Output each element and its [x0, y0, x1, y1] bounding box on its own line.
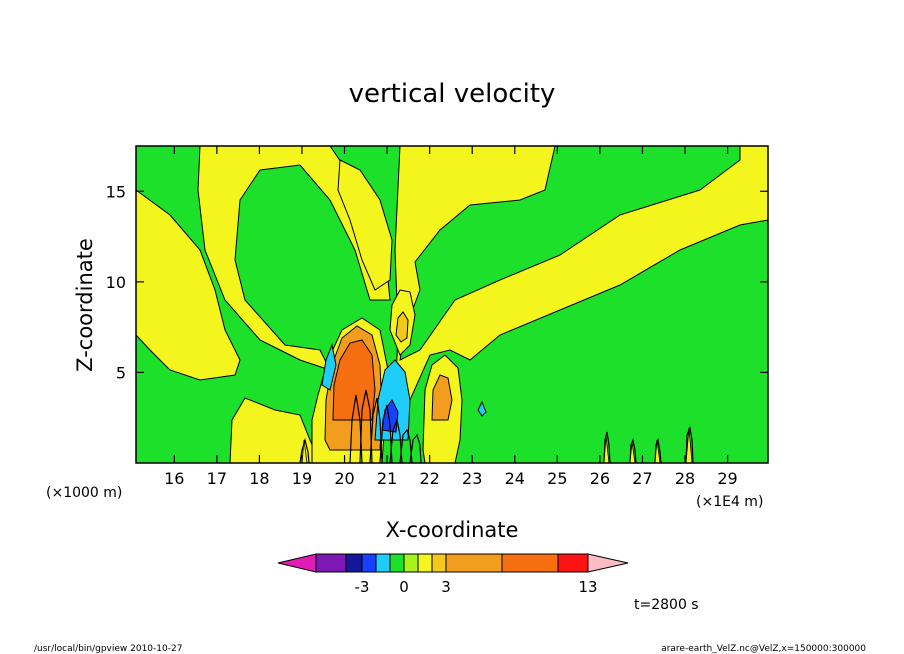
- time-label: t=2800 s: [634, 597, 699, 613]
- colorbar-tick-label: 13: [578, 578, 597, 596]
- x-tick-label: 22: [419, 469, 439, 488]
- x-tick-label: 17: [207, 469, 227, 488]
- contour-orange-east: [431, 374, 453, 421]
- x-scale-note: (×1E4 m): [696, 494, 763, 510]
- colorbar-swatch: [375, 553, 391, 573]
- x-tick-label: 25: [547, 469, 567, 488]
- colorbar-swatch: [361, 553, 377, 573]
- colorbar-swatch: [315, 553, 347, 573]
- x-tick-label: 19: [292, 469, 312, 488]
- x-axis-label: X-coordinate: [386, 518, 519, 542]
- footer-right: arare-earth_VelZ.nc@VelZ,x=150000:300000: [661, 644, 866, 654]
- colorbar-tick-label: 3: [441, 578, 451, 596]
- footer-left: /usr/local/bin/gpview 2010-10-27: [34, 644, 182, 654]
- colorbar-swatch: [445, 553, 503, 573]
- y-scale-note: (×1000 m): [46, 485, 122, 501]
- colorbar-swatch: [557, 553, 589, 573]
- y-tick-label: 15: [106, 182, 126, 201]
- colorbar-tick-label: 0: [399, 578, 409, 596]
- surface-updraft-spikes: [301, 427, 693, 463]
- contour-yellow-right-band: [394, 146, 768, 411]
- y-tick-label: 10: [106, 273, 126, 292]
- colorbar-upper-arrow: [587, 553, 629, 573]
- x-tick-label: 21: [377, 469, 397, 488]
- x-tick-label: 18: [249, 469, 269, 488]
- colorbar-swatch: [403, 553, 419, 573]
- x-tick-label: 29: [717, 469, 737, 488]
- x-tick-label: 28: [675, 469, 695, 488]
- contour-yellow-left-edge: [136, 189, 241, 381]
- y-axis-label: Z-coordinate: [73, 238, 97, 372]
- x-tick-label: 16: [164, 469, 184, 488]
- x-tick-label: 27: [632, 469, 652, 488]
- colorbar-swatch: [501, 553, 559, 573]
- x-tick-label: 23: [462, 469, 482, 488]
- colorbar-swatch: [417, 553, 433, 573]
- colorbar-swatch: [431, 553, 447, 573]
- x-tick-label: 24: [505, 469, 525, 488]
- x-tick-label: 20: [334, 469, 354, 488]
- plot-area: [135, 145, 769, 464]
- contour-fields: [136, 146, 768, 463]
- plot-frame: [135, 145, 769, 464]
- x-tick-label: 26: [590, 469, 610, 488]
- colorbar-tick-label: -3: [355, 578, 370, 596]
- y-axis-ticks: 5 10 15: [106, 182, 768, 382]
- colorbar-lower-arrow: [277, 553, 317, 573]
- y-tick-label: 5: [116, 363, 126, 382]
- contour-cyan-small: [477, 400, 487, 417]
- colorbar-swatch: [389, 553, 405, 573]
- x-axis-ticks: 16 17 18 19 20 21 22 23 24 25 26 27 28 29: [164, 146, 738, 488]
- colorbar-swatch: [345, 553, 363, 573]
- colorbar-labels: -3 0 3 13: [355, 578, 598, 596]
- contour-orange-upper: [395, 311, 409, 343]
- contour-yellow-mid-column: [337, 159, 393, 291]
- chart-title: vertical velocity: [349, 79, 556, 109]
- colorbar: [277, 553, 629, 573]
- surface-contour-lines: [299, 389, 694, 463]
- contour-cyan-west: [321, 343, 337, 391]
